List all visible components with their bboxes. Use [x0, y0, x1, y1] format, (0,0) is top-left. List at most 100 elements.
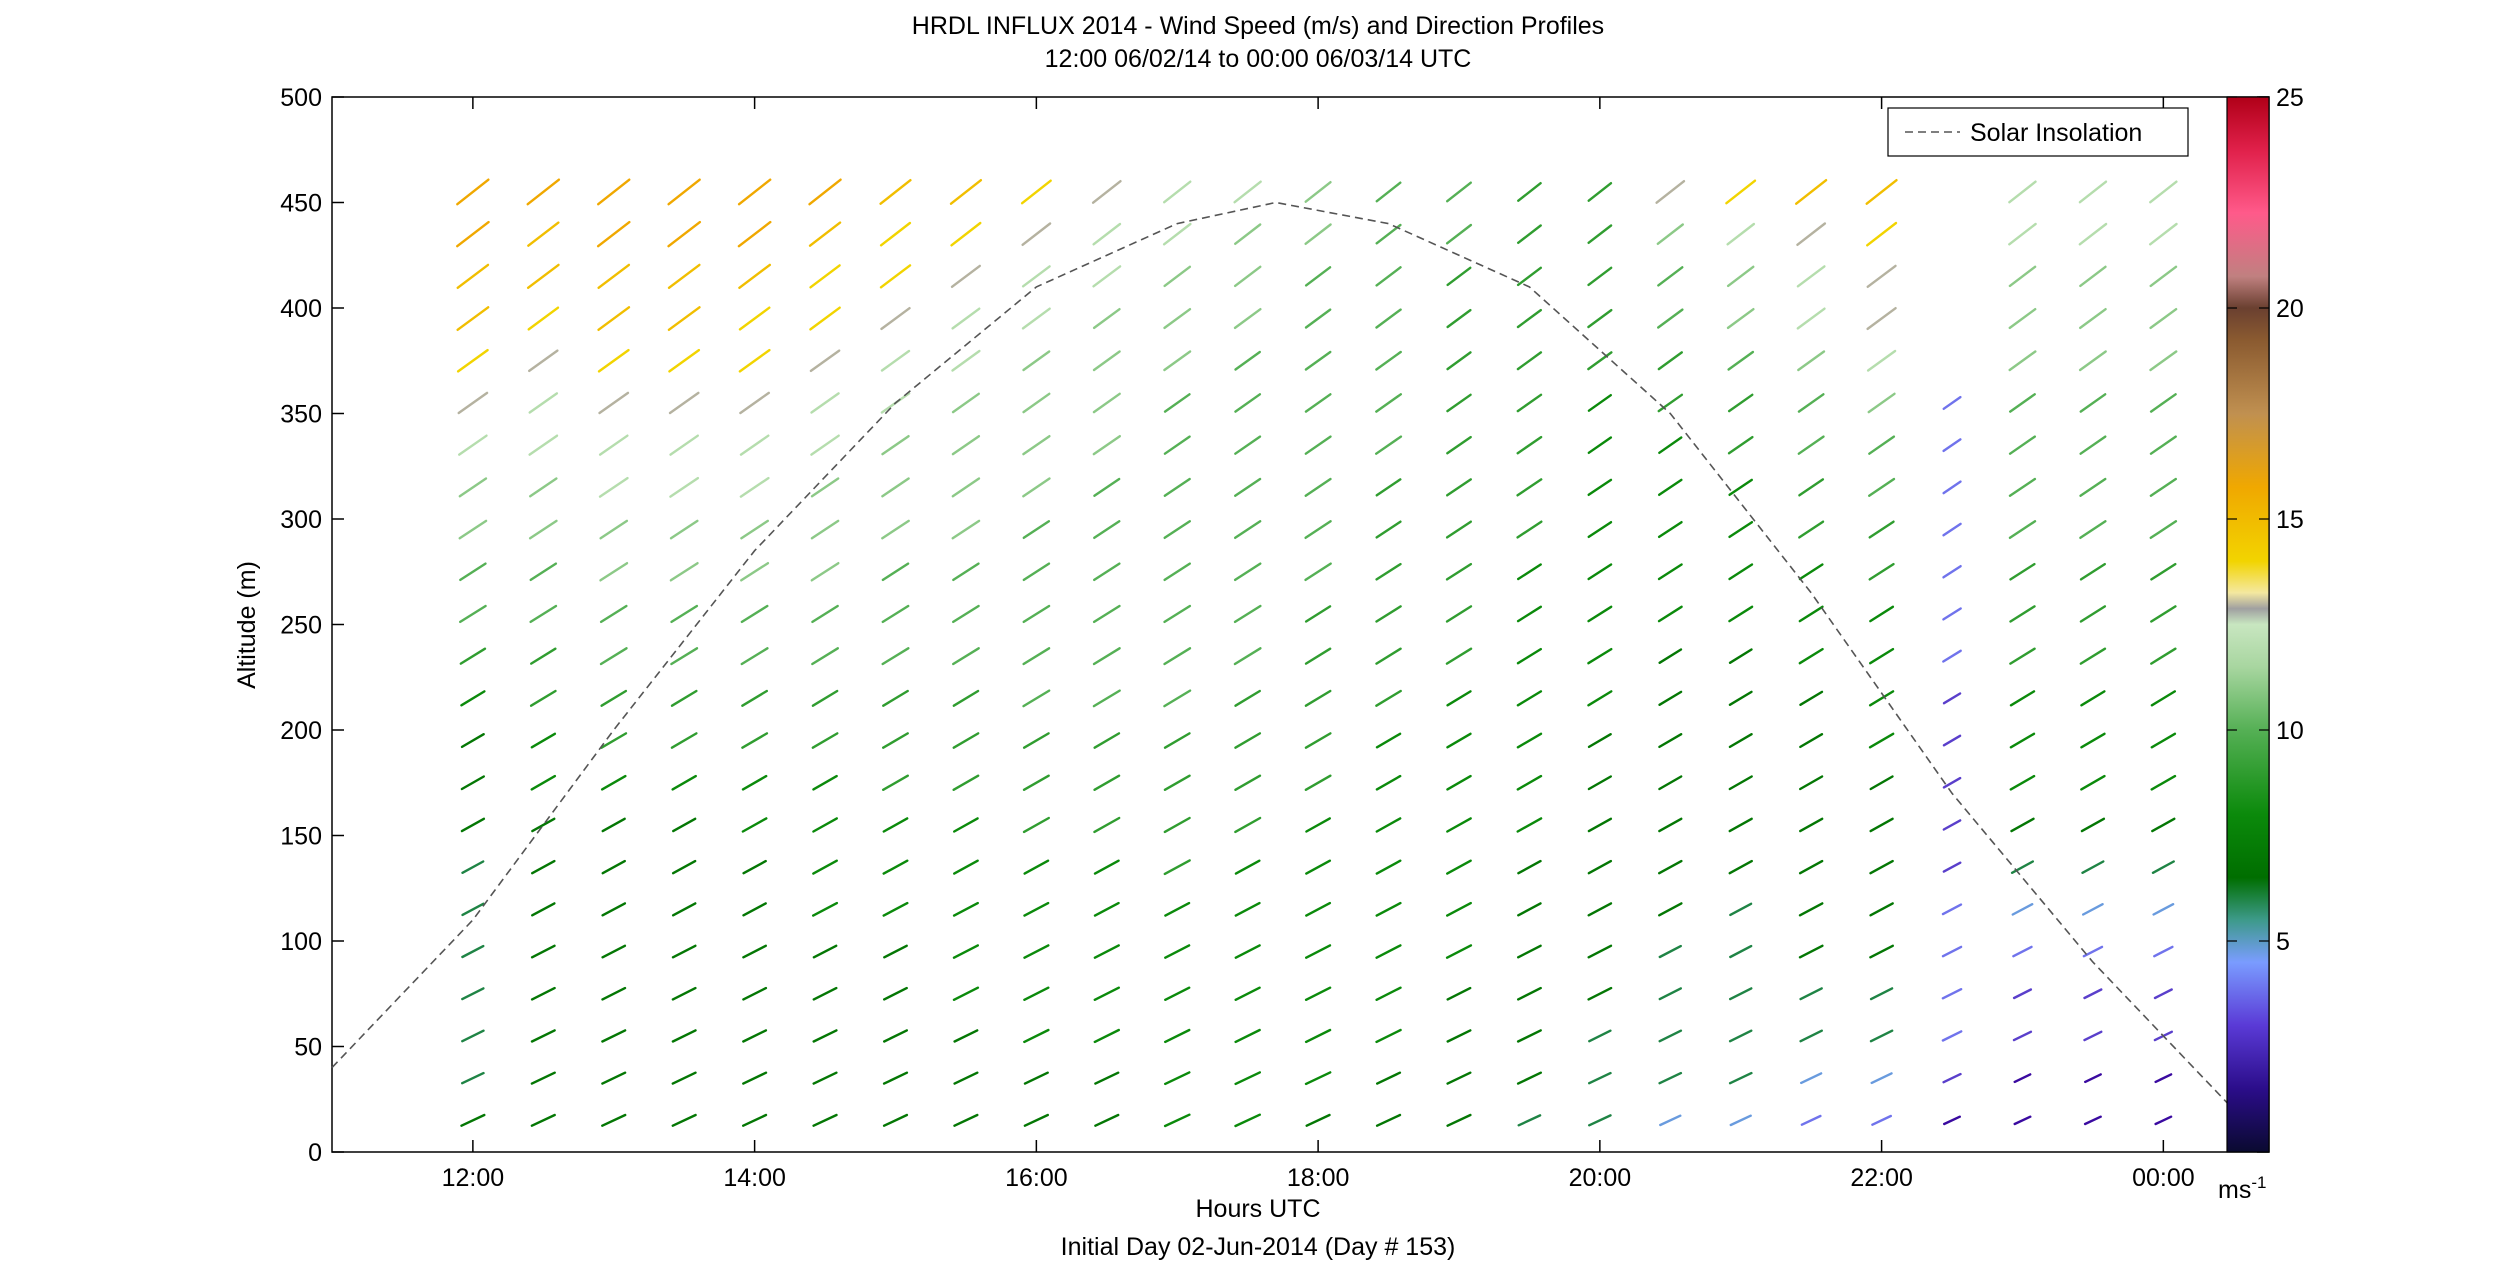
wind-arrow — [1304, 774, 1332, 791]
wind-arrow — [1866, 307, 1897, 331]
wind-arrow — [1728, 605, 1754, 623]
wind-arrow — [740, 604, 769, 624]
wind-arrow — [1942, 565, 1962, 579]
wind-arrow — [1516, 520, 1543, 539]
wind-arrow — [1869, 775, 1894, 791]
wind-arrow — [530, 647, 557, 665]
wind-arrow — [460, 1113, 486, 1127]
wind-arrow — [1797, 393, 1825, 413]
wind-arrow — [1234, 732, 1262, 749]
wind-arrow — [2149, 308, 2178, 330]
wind-arrow — [1022, 435, 1051, 456]
wind-arrow — [2082, 945, 2104, 958]
wind-arrow — [1304, 1028, 1332, 1044]
wind-arrow — [1869, 944, 1895, 959]
wind-arrow — [528, 349, 559, 373]
wind-arrow — [671, 1029, 697, 1043]
wind-arrow — [531, 902, 556, 917]
wind-arrow — [2009, 774, 2036, 791]
legend: Solar Insolation — [1887, 107, 2189, 157]
y-tick-label: 500 — [280, 84, 322, 112]
wind-arrow — [1799, 690, 1824, 706]
wind-arrow — [2080, 732, 2106, 749]
wind-arrow — [742, 986, 768, 1001]
wind-arrow — [1658, 944, 1683, 959]
wind-arrow — [1092, 350, 1121, 372]
wind-arrow — [952, 944, 979, 959]
wind-arrow — [1163, 604, 1192, 624]
wind-arrow — [1162, 222, 1192, 246]
wind-arrow — [1657, 266, 1684, 287]
wind-arrow — [883, 986, 908, 1001]
wind-arrow — [459, 604, 487, 624]
wind-arrow — [671, 1113, 697, 1127]
wind-arrow — [1234, 901, 1261, 917]
wind-arrow — [460, 733, 485, 749]
y-tick-label: 0 — [308, 1139, 322, 1167]
wind-arrow — [1588, 1029, 1612, 1043]
wind-arrow — [2008, 350, 2037, 372]
wind-arrow — [1871, 1114, 1893, 1126]
y-tick-label: 300 — [280, 506, 322, 534]
wind-arrow — [1234, 774, 1262, 791]
wind-arrow — [2013, 1073, 2032, 1084]
wind-arrow — [811, 647, 839, 666]
chart-title: HRDL INFLUX 2014 - Wind Speed (m/s) and … — [912, 12, 1604, 40]
wind-arrow — [1023, 1113, 1050, 1127]
wind-arrow — [1233, 604, 1262, 624]
wind-arrow — [1941, 945, 1963, 958]
wind-arrow — [461, 1071, 485, 1085]
wind-arrow — [1587, 986, 1613, 1001]
wind-arrow — [1942, 395, 1962, 410]
wind-arrow — [1023, 1071, 1049, 1085]
wind-arrow — [1798, 944, 1824, 959]
wind-arrow — [1942, 1115, 1962, 1126]
wind-arrow — [1022, 477, 1051, 498]
wind-arrow — [1022, 520, 1051, 539]
wind-arrow — [879, 178, 912, 205]
wind-arrow — [599, 562, 629, 582]
wind-arrow — [2149, 350, 2178, 372]
wind-arrow — [1728, 1029, 1753, 1043]
wind-arrow — [1374, 435, 1403, 455]
wind-arrow — [2081, 903, 2104, 916]
wind-arrow — [1869, 987, 1894, 1001]
wind-arrow — [2149, 477, 2178, 497]
wind-arrow — [882, 1071, 909, 1085]
wind-arrow — [812, 774, 838, 791]
wind-arrow — [668, 391, 700, 415]
wind-arrow — [950, 264, 981, 288]
wind-arrow — [2079, 605, 2107, 623]
wind-arrow — [1163, 308, 1192, 330]
wind-arrow — [596, 220, 631, 248]
wind-arrow — [952, 562, 980, 582]
wind-arrow — [2078, 222, 2108, 246]
wind-arrow — [883, 944, 908, 959]
wind-arrow — [810, 434, 840, 456]
wind-arrow — [2154, 1073, 2173, 1084]
wind-arrow — [1517, 902, 1542, 917]
wind-arrow — [529, 604, 558, 624]
wind-arrow — [1234, 1113, 1262, 1128]
wind-arrow — [1869, 859, 1894, 875]
wind-arrow — [1304, 350, 1332, 371]
wind-arrow — [1516, 817, 1543, 833]
wind-arrow — [2150, 647, 2177, 665]
wind-arrow — [1163, 265, 1192, 288]
wind-arrow — [457, 391, 489, 415]
wind-arrow — [1304, 223, 1332, 246]
wind-arrow — [1163, 562, 1192, 582]
wind-arrow — [1727, 393, 1754, 413]
wind-arrow — [1163, 816, 1191, 834]
wind-arrow — [1657, 563, 1683, 581]
wind-arrow — [600, 732, 628, 749]
wind-arrow — [1587, 521, 1613, 539]
wind-arrow — [1304, 393, 1332, 413]
wind-arrow — [1023, 944, 1050, 959]
wind-arrow — [1517, 859, 1542, 875]
wind-arrow — [601, 817, 626, 833]
wind-arrow — [598, 476, 629, 498]
wind-arrow — [1658, 1071, 1683, 1085]
wind-arrow — [1163, 520, 1192, 539]
wind-arrow — [1868, 435, 1896, 455]
